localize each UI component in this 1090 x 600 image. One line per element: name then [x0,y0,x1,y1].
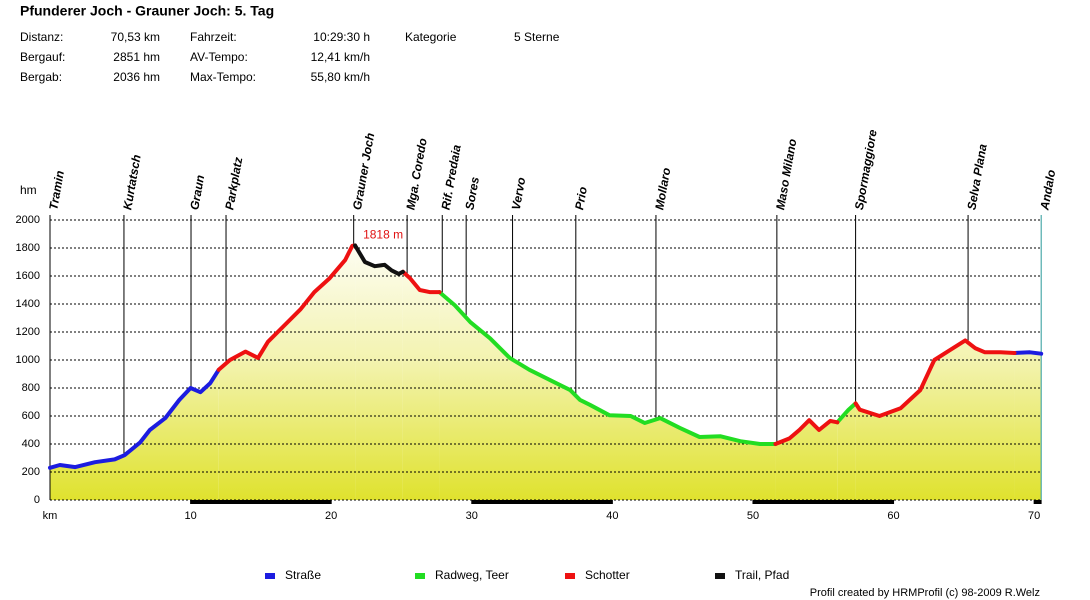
waypoint-label: Spormaggiore [852,128,880,211]
stat-label: AV-Tempo: [190,50,248,64]
y-tick-label: 1200 [16,326,40,338]
profile-area [402,271,440,500]
stat-value: 12,41 km/h [311,50,370,64]
stat-label: Bergab: [20,70,62,84]
stat-value: 2036 hm [113,70,160,84]
profile-line [1012,350,1044,356]
x-tick-label: 30 [466,510,478,522]
x-tick-label: 20 [325,510,337,522]
x-tick-label: 60 [887,510,899,522]
legend-swatch [565,573,575,579]
legend-swatch [715,573,725,579]
profile-line [437,290,778,446]
y-tick-label: 200 [22,466,40,478]
credit: Profil created by HRMProfil (c) 98-2009 … [810,587,1040,599]
profile-line [853,338,1017,418]
y-tick-label: 0 [34,494,40,506]
y-tick-label: 400 [22,438,40,450]
waypoint-label: Andalo [1037,169,1058,212]
legend-swatch [415,573,425,579]
waypoint-label: Kurtatsch [120,153,144,211]
waypoint-label: Mollaro [652,167,673,211]
profile-area [439,292,776,500]
legend-label: Schotter [585,568,630,582]
stat-value: 5 Sterne [514,30,560,44]
x-tick-label: 50 [747,510,759,522]
waypoint-label: Sores [462,175,482,211]
x-tick-label: 10 [184,510,196,522]
scale-bar [752,500,894,504]
profile-area [355,245,403,500]
y-tick-label: 1600 [16,270,40,282]
profile-line [835,401,858,425]
profile-line [773,418,840,446]
y-tick-label: 800 [22,382,40,394]
stat-label: Max-Tempo: [190,70,256,84]
waypoint-label: Vervo [509,176,529,211]
legend-label: Straße [285,568,321,582]
legend-label: Radweg, Teer [435,568,509,582]
stat-label: Bergauf: [20,50,65,64]
waypoint-label: Graun [187,174,207,211]
y-tick-label: 1800 [16,242,40,254]
y-tick-label: 1400 [16,298,40,310]
waypoint-label: Selva Plana [964,143,989,211]
y-tick-label: 1000 [16,354,40,366]
profile-line [48,367,221,470]
annotation: 1818 m [363,228,403,242]
waypoint-label: Rif. Predaia [439,143,464,211]
legend-label: Trail, Pfad [735,568,789,582]
profile-area [218,245,356,500]
profile-line [216,243,358,372]
profile-area [775,420,838,500]
profile-line [400,269,442,295]
stat-value: 55,80 km/h [311,70,370,84]
y-axis-label: hm [20,183,37,197]
waypoint-label: Maso Milano [773,138,799,211]
y-tick-label: 2000 [16,214,40,226]
scale-bar [471,500,613,504]
profile-area [855,340,1015,500]
x-tick-label: 70 [1028,510,1040,522]
stat-value: 70,53 km [111,30,160,44]
waypoint-label: Tramin [46,169,67,211]
profile-line [353,243,405,276]
legend-swatch [265,573,275,579]
stat-label: Distanz: [20,30,63,44]
stat-value: 10:29:30 h [313,30,370,44]
scale-bar [1034,500,1042,504]
chart-title: Pfunderer Joch - Grauner Joch: 5. Tag [20,3,274,19]
profile-area [837,403,856,500]
stat-value: 2851 hm [113,50,160,64]
x-tick-label: 40 [606,510,618,522]
profile-area [50,369,219,500]
waypoint-label: Parkplatz [222,156,245,211]
waypoint-label: Prio [572,186,590,211]
stat-label: Kategorie [405,30,457,44]
stat-label: Fahrzeit: [190,30,237,44]
profile-area [1014,352,1042,500]
x-axis-label: km [43,510,58,522]
waypoint-label: Grauner Joch [350,132,377,211]
y-tick-label: 600 [22,410,40,422]
scale-bar [190,500,332,504]
waypoint-label: Mga. Coredo [403,137,429,211]
